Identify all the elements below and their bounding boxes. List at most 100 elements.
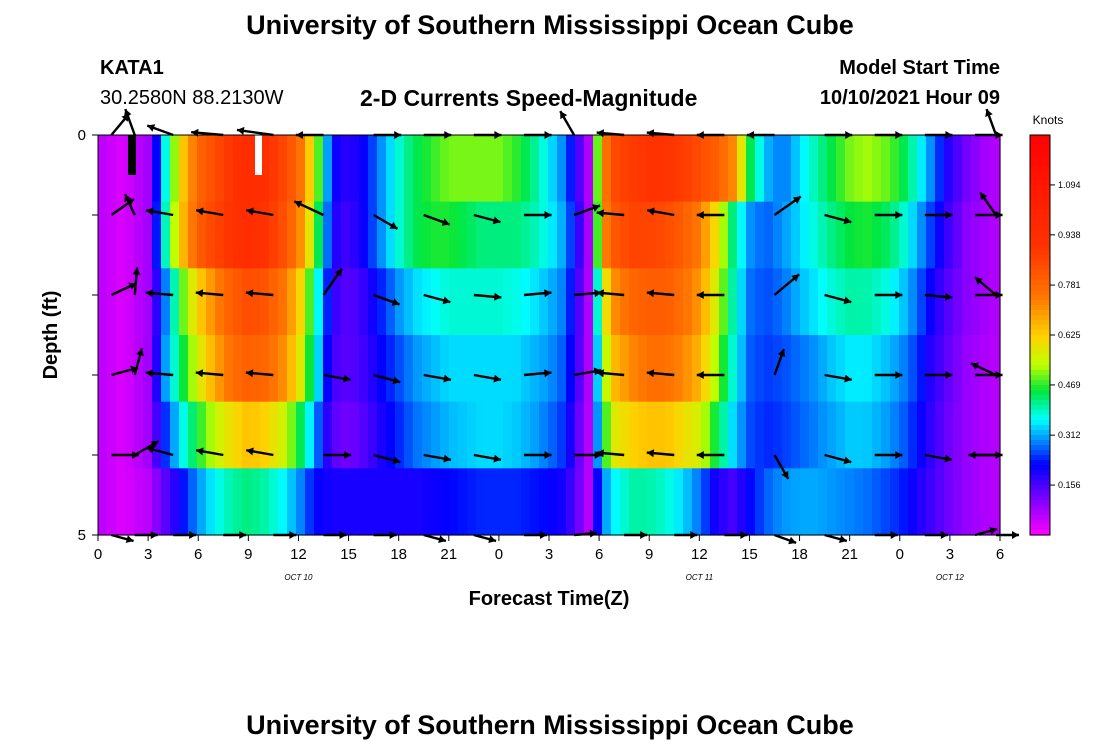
heatmap-cell [800, 401, 810, 469]
heatmap-cell [287, 335, 297, 403]
heatmap-cell [260, 468, 270, 536]
heatmap-cell [242, 468, 252, 536]
current-arrow [573, 204, 601, 217]
heatmap-cell [395, 201, 405, 269]
heatmap-cell [755, 201, 765, 269]
heatmap-cell [755, 468, 765, 536]
heatmap-cell [872, 201, 882, 269]
heatmap-cell [485, 201, 495, 269]
current-arrow [111, 533, 134, 544]
current-arrow [824, 131, 853, 139]
heatmap-cell [269, 135, 279, 203]
heatmap-cell [557, 201, 567, 269]
heatmap-cell [647, 335, 657, 403]
heatmap-cell [359, 335, 369, 403]
heatmap-cell [593, 135, 603, 203]
heatmap-cell [638, 468, 648, 536]
heatmap-cell [449, 268, 459, 336]
heatmap-cell [503, 401, 513, 469]
heatmap-cell [809, 201, 819, 269]
heatmap-cell [809, 401, 819, 469]
heatmap-cell [377, 335, 387, 403]
heatmap-cell [755, 135, 765, 203]
x-tick-label: 6 [595, 546, 603, 563]
heatmap-cell [980, 135, 990, 203]
heatmap-cell [251, 201, 261, 269]
heatmap-cell [494, 268, 504, 336]
heatmap-cell [341, 335, 351, 403]
heatmap-cell [719, 468, 729, 536]
model-start-label: Model Start Time [839, 57, 1000, 79]
heatmap-cell [620, 401, 630, 469]
current-arrow [173, 531, 197, 539]
heatmap-cell [296, 468, 306, 536]
heatmap-cell [926, 335, 936, 403]
heatmap-cell [863, 468, 873, 536]
heatmap-cell [872, 468, 882, 536]
heatmap-cell [917, 468, 927, 536]
current-arrow [924, 131, 953, 139]
current-arrow [473, 213, 501, 225]
heatmap-cell [620, 135, 630, 203]
heatmap-cell [620, 335, 630, 403]
heatmap-cell [971, 135, 981, 203]
heatmap-cell [134, 201, 144, 269]
heatmap-cell [791, 268, 801, 336]
heatmap-cell [881, 268, 891, 336]
heatmap-cell [503, 268, 513, 336]
heatmap-cell [197, 335, 207, 403]
current-arrow [696, 131, 725, 139]
current-arrow [473, 533, 497, 544]
current-arrow [473, 292, 502, 301]
heatmap-cell [233, 135, 243, 203]
current-arrow [146, 124, 174, 137]
current-arrow [473, 453, 502, 463]
current-arrow [624, 531, 648, 539]
heatmap-cell [107, 268, 117, 336]
heatmap-cell [557, 468, 567, 536]
heatmap-cell [575, 401, 585, 469]
heatmap-cell [359, 401, 369, 469]
heatmap-cell [386, 401, 396, 469]
heatmap-cell [197, 201, 207, 269]
heatmap-cell [818, 468, 828, 536]
heatmap-cell [908, 268, 918, 336]
heatmap-cell [134, 135, 144, 203]
heatmap-cell [593, 201, 603, 269]
heatmap-cell [314, 468, 324, 536]
heatmap-cell [296, 268, 306, 336]
heatmap-cell [593, 268, 603, 336]
heatmap-cell [881, 335, 891, 403]
heatmap-cell [350, 135, 360, 203]
heatmap-cell [359, 135, 369, 203]
heatmap-cell [458, 201, 468, 269]
heatmap-cell [989, 401, 999, 469]
current-arrow [596, 449, 625, 458]
current-arrow [110, 113, 131, 136]
heatmap-cell [692, 401, 702, 469]
heatmap-cell [647, 401, 657, 469]
heatmap-cell [557, 335, 567, 403]
heatmap-cell [620, 201, 630, 269]
heatmap-cell [215, 335, 225, 403]
heatmap-cell [377, 401, 387, 469]
heatmap-cell [917, 135, 927, 203]
current-arrow [573, 367, 602, 377]
heatmap-cell [431, 135, 441, 203]
current-arrow [696, 371, 725, 379]
current-arrow [273, 531, 297, 539]
heatmap-cell [467, 401, 477, 469]
heatmap-cell [566, 401, 576, 469]
current-arrow [696, 451, 725, 459]
current-arrow [195, 369, 224, 378]
heatmap-cell [674, 401, 684, 469]
heatmap-cell [548, 135, 558, 203]
heatmap-cell [422, 468, 432, 536]
heatmap-cell [215, 135, 225, 203]
heatmap-cell [107, 468, 117, 536]
current-arrow [924, 292, 953, 301]
current-arrow [573, 529, 598, 538]
current-arrow [373, 131, 402, 139]
current-arrow [523, 451, 552, 459]
heatmap-cell [935, 268, 945, 336]
